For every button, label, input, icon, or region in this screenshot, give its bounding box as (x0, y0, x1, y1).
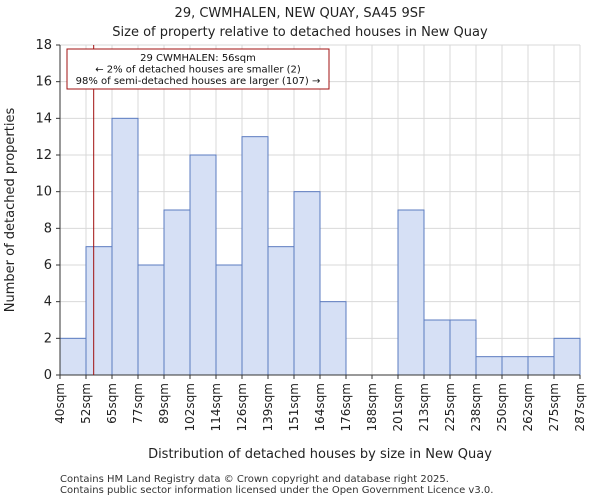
histogram-bar (397, 209, 425, 376)
annotation-text: 29 CWMHALEN: 56sqm (140, 53, 256, 64)
x-tick-label: 287sqm (573, 383, 587, 431)
x-tick-label: 77sqm (131, 383, 145, 424)
y-tick-label: 10 (35, 185, 52, 200)
histogram-bar (137, 264, 165, 376)
histogram-bar (553, 337, 581, 376)
x-tick-label: 164sqm (313, 383, 327, 431)
histogram-bar (319, 301, 347, 376)
histogram-bar (267, 246, 295, 376)
chart-subtitle: Size of property relative to detached ho… (112, 25, 488, 40)
y-tick-label: 6 (44, 258, 52, 273)
x-tick-label: 102sqm (183, 383, 197, 431)
x-tick-label: 201sqm (391, 383, 405, 431)
annotation-text: ← 2% of detached houses are smaller (2) (95, 65, 301, 76)
y-tick-label: 18 (35, 38, 52, 53)
histogram-bar (527, 356, 555, 376)
y-tick-label: 0 (44, 368, 52, 383)
histogram-bar (423, 319, 451, 376)
x-tick-label: 275sqm (547, 383, 561, 431)
y-tick-label: 16 (35, 75, 52, 90)
histogram-bar (475, 356, 503, 376)
x-tick-label: 126sqm (235, 383, 249, 431)
histogram-bar (501, 356, 529, 376)
y-tick-label: 12 (35, 148, 52, 163)
y-tick-label: 14 (35, 111, 52, 126)
histogram-bar (59, 337, 87, 376)
x-tick-label: 151sqm (287, 383, 301, 431)
x-tick-label: 262sqm (521, 383, 535, 431)
histogram-bar (293, 191, 321, 376)
annotation-text: 98% of semi-detached houses are larger (… (76, 76, 321, 87)
footer-line-2: Contains public sector information licen… (60, 485, 494, 496)
histogram-bar (163, 209, 191, 376)
x-axis-label: Distribution of detached houses by size … (148, 447, 492, 462)
x-tick-label: 52sqm (79, 383, 93, 424)
x-tick-label: 188sqm (365, 383, 379, 431)
footer-line-1: Contains HM Land Registry data © Crown c… (60, 474, 449, 485)
y-axis-label: Number of detached properties (3, 108, 18, 313)
x-tick-label: 213sqm (417, 383, 431, 431)
x-tick-label: 65sqm (105, 383, 119, 424)
x-tick-label: 114sqm (209, 383, 223, 431)
histogram-bar (85, 246, 113, 376)
x-tick-label: 176sqm (339, 383, 353, 431)
x-tick-label: 238sqm (469, 383, 483, 431)
x-tick-label: 89sqm (157, 383, 171, 424)
y-tick-label: 2 (44, 331, 52, 346)
histogram-bar (215, 264, 243, 376)
histogram-bar (241, 136, 269, 376)
x-tick-label: 225sqm (443, 383, 457, 431)
x-tick-label: 40sqm (53, 383, 67, 424)
x-tick-label: 139sqm (261, 383, 275, 431)
y-tick-label: 8 (44, 221, 52, 236)
x-tick-label: 250sqm (495, 383, 509, 431)
histogram-bar (111, 117, 139, 376)
histogram-bar (449, 319, 477, 376)
histogram-bar (189, 154, 217, 376)
chart-title: 29, CWMHALEN, NEW QUAY, SA45 9SF (174, 6, 426, 21)
annotation-box (66, 48, 330, 90)
y-tick-label: 4 (44, 295, 52, 310)
